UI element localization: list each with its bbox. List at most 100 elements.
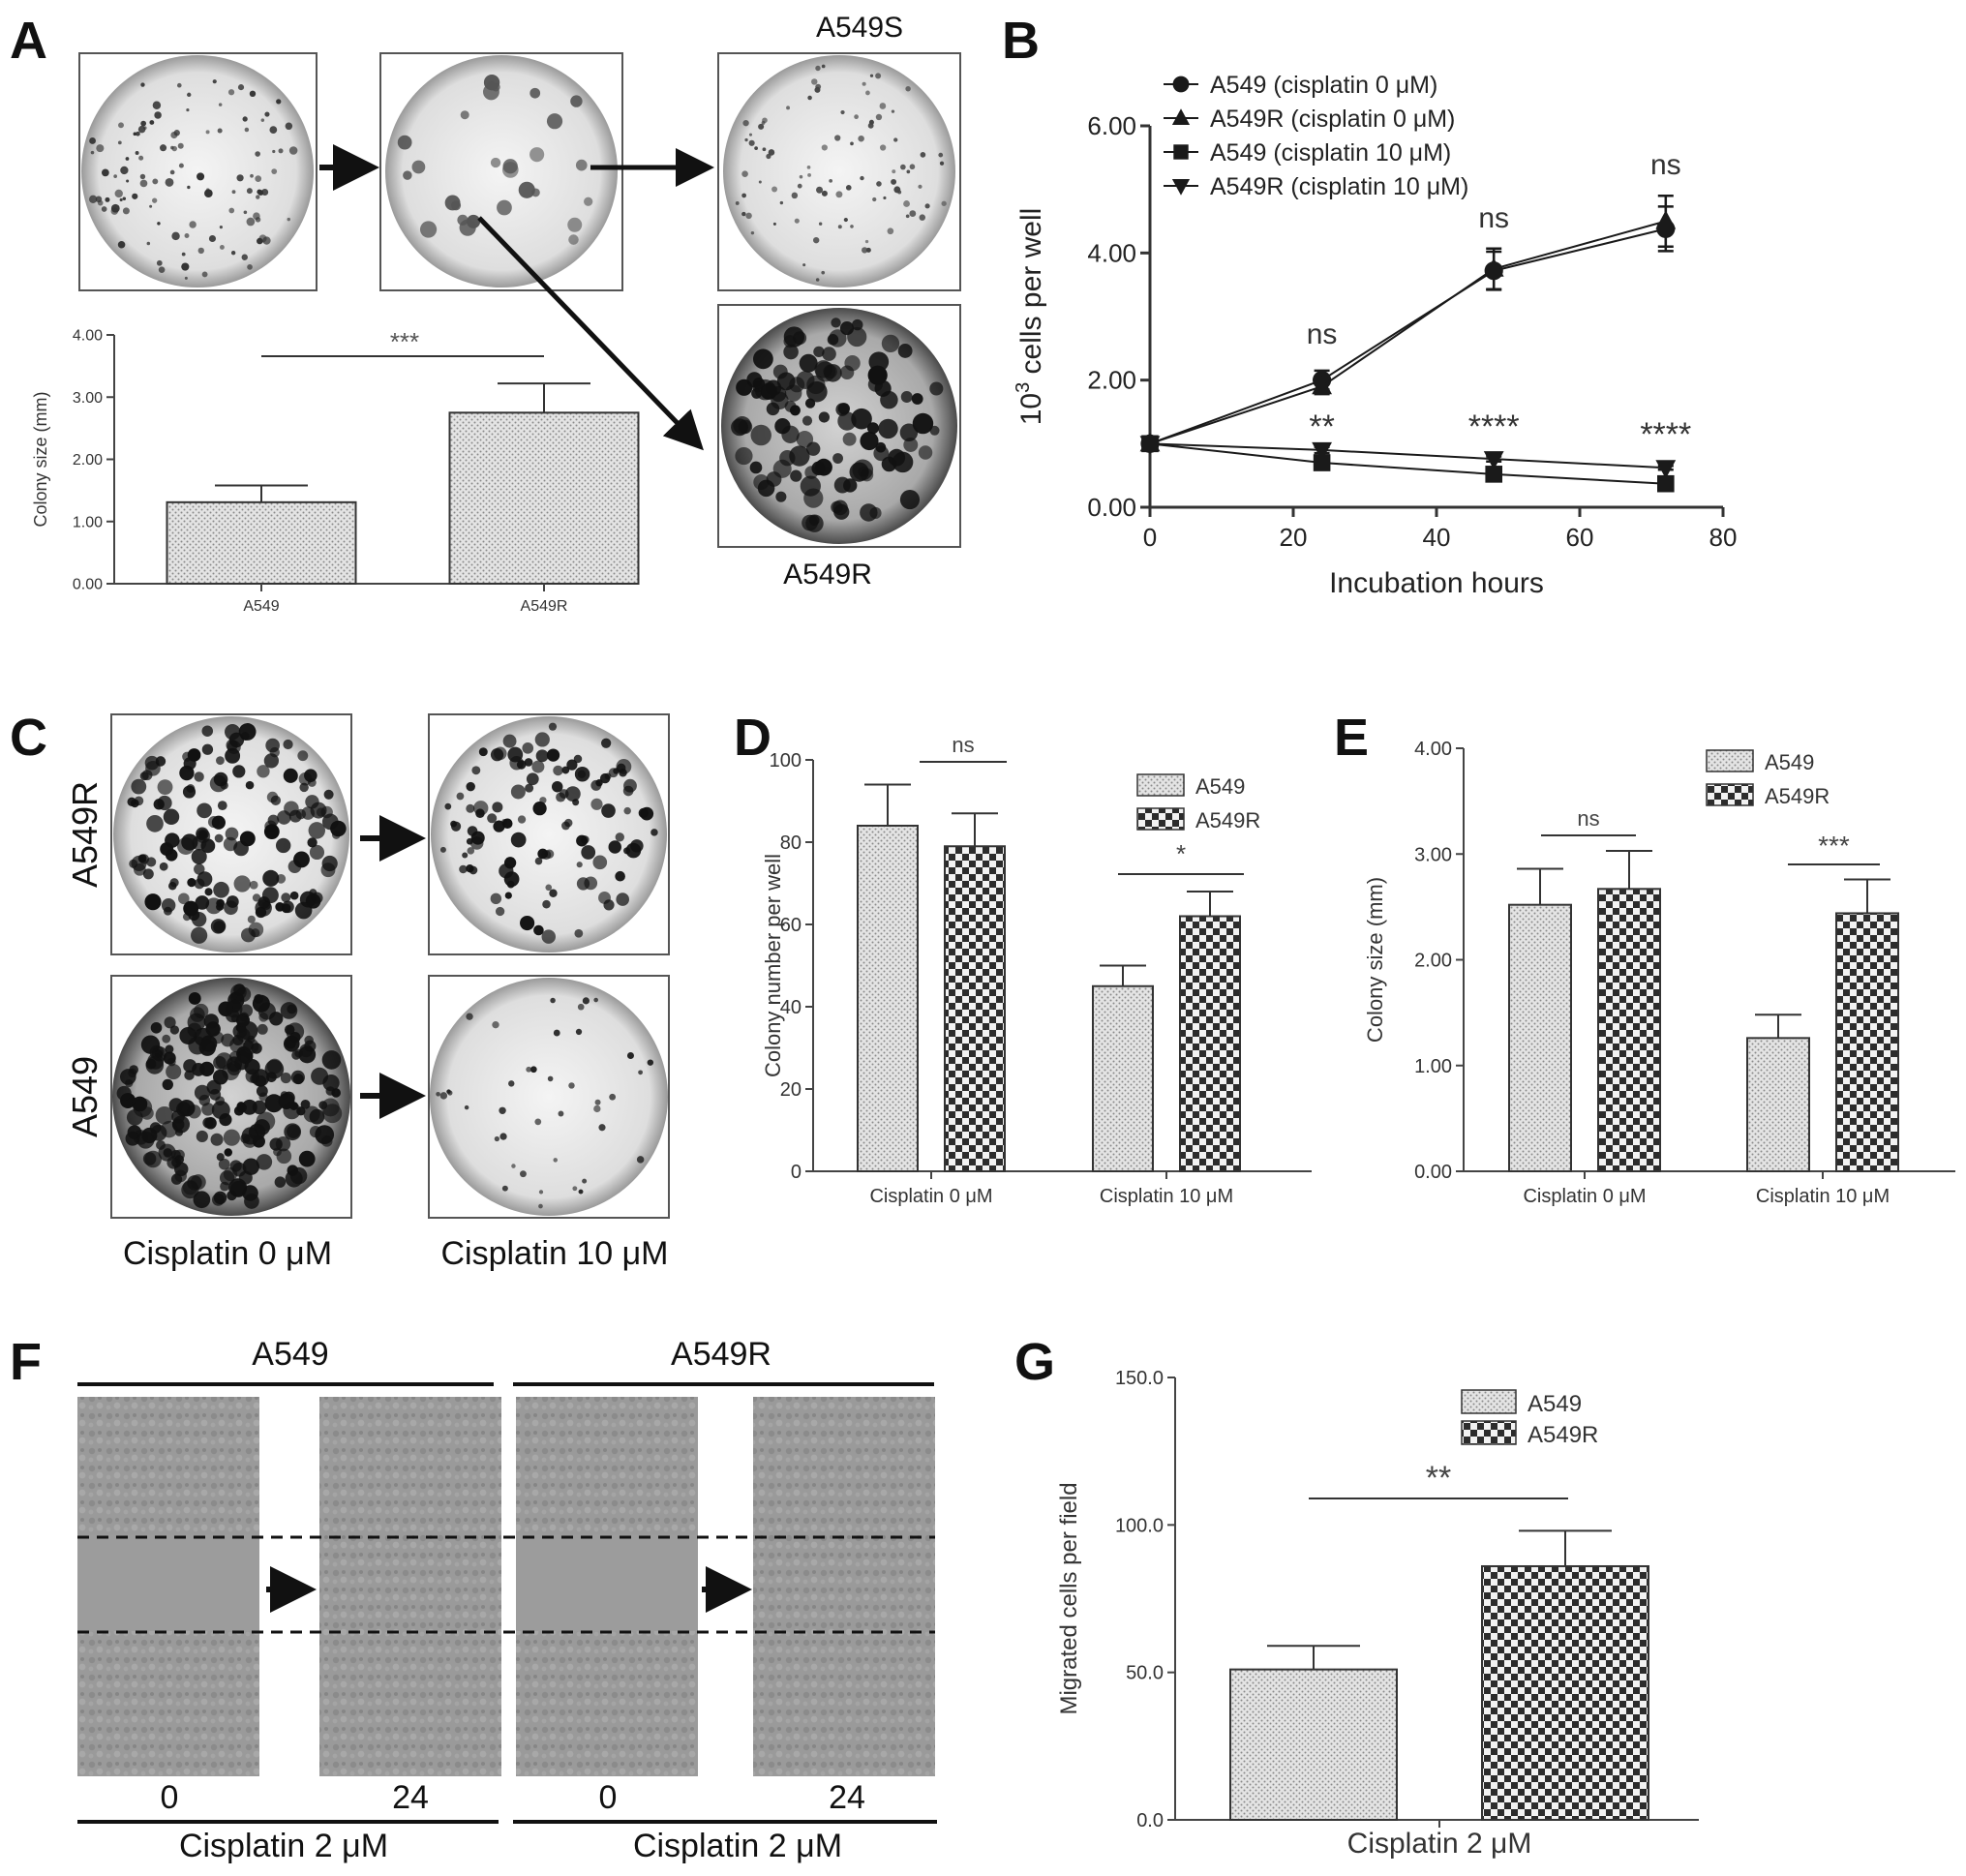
- colony: [638, 807, 649, 818]
- colony: [757, 479, 775, 498]
- colony: [125, 157, 130, 161]
- colony: [298, 1150, 316, 1167]
- bar-a549r: [1179, 915, 1241, 1172]
- colony: [504, 892, 512, 899]
- colony: [89, 195, 98, 203]
- colony: [750, 424, 771, 446]
- colony: [578, 1189, 584, 1195]
- colony: [139, 772, 149, 781]
- colony: [284, 1123, 302, 1141]
- colony: [806, 441, 821, 456]
- colony: [783, 335, 797, 348]
- colony: [140, 120, 147, 127]
- colony: [469, 836, 484, 850]
- colony: [226, 895, 239, 908]
- colony: [460, 110, 469, 120]
- y-tick-label: 0: [791, 1162, 802, 1183]
- time-label: 24: [392, 1779, 429, 1816]
- colony: [553, 1158, 558, 1163]
- colony: [309, 844, 325, 861]
- y-axis-title-rest: cells per well: [1015, 208, 1047, 382]
- colony: [880, 390, 898, 409]
- colony: [297, 750, 309, 762]
- colony: [609, 1093, 617, 1101]
- colony: [245, 780, 255, 790]
- y-tick-label: 6.00: [1087, 111, 1136, 140]
- colony: [160, 144, 167, 152]
- colony: [802, 415, 813, 426]
- colony: [287, 860, 302, 874]
- colony: [526, 1066, 532, 1073]
- y-tick-label: 1.00: [1414, 1056, 1452, 1077]
- colony: [821, 270, 826, 275]
- colony: [230, 1014, 239, 1023]
- colony: [257, 189, 262, 195]
- y-axis-title: Colony size (mm): [31, 391, 50, 527]
- colony: [146, 814, 164, 832]
- colony: [159, 862, 168, 871]
- y-axis-title: Colony number per well: [761, 854, 785, 1077]
- colony: [181, 1180, 199, 1199]
- legend-swatch: [1706, 749, 1754, 772]
- colony: [839, 365, 855, 379]
- colony-dish: [385, 55, 618, 287]
- colony: [138, 155, 144, 161]
- significance-marker: **: [1309, 408, 1334, 445]
- significance-marker: *: [1176, 839, 1186, 868]
- bar-a549r: [944, 845, 1006, 1172]
- colony: [650, 829, 658, 836]
- colony: [837, 225, 842, 229]
- colony: [575, 159, 588, 171]
- colony: [320, 805, 333, 819]
- colony: [807, 172, 812, 177]
- colony: [532, 802, 547, 816]
- chart-a-colony-size: 0.00 1.00 2.00 3.00 4.00 Colony size (mm) A549…: [31, 327, 640, 615]
- colony: [208, 234, 217, 243]
- colony: [783, 344, 799, 360]
- colony: [850, 141, 854, 146]
- colony: [256, 1111, 276, 1132]
- colony: [298, 1045, 317, 1064]
- colony: [529, 147, 545, 163]
- colony: [919, 214, 926, 221]
- panel-c-dish-images: A549R A549 Cisplatin 0 μM Cisplatin 10 μ…: [65, 713, 670, 1272]
- y-tick-label: 4.00: [1414, 739, 1452, 760]
- significance-marker: ***: [1818, 831, 1850, 861]
- y-tick-label: 3.00: [1414, 844, 1452, 865]
- colony: [572, 1186, 578, 1192]
- colony: [217, 801, 227, 810]
- colony: [789, 377, 805, 393]
- colony: [257, 1023, 268, 1035]
- colony: [450, 821, 462, 832]
- colony-dots: [439, 722, 658, 944]
- data-point-triangle-down: [1139, 436, 1161, 455]
- colony: [735, 201, 740, 205]
- colony: [181, 252, 186, 257]
- colony: [529, 1066, 537, 1074]
- colony: [546, 748, 560, 762]
- colony: [546, 113, 563, 130]
- colony: [237, 84, 245, 91]
- colony: [860, 503, 878, 522]
- colony: [152, 178, 159, 185]
- colony: [490, 748, 504, 762]
- colony: [272, 149, 276, 154]
- colony: [170, 1173, 183, 1185]
- colony: [601, 738, 612, 748]
- row-label-a549r: A549R: [65, 781, 105, 888]
- colony: [269, 1137, 283, 1151]
- colony: [742, 119, 749, 127]
- colony: [897, 344, 913, 358]
- colony: [909, 210, 917, 217]
- colony: [900, 164, 906, 170]
- col-label-cisplatin-0: Cisplatin 0 μM: [123, 1235, 332, 1272]
- colony: [593, 997, 598, 1003]
- data-point-triangle-up: [1171, 108, 1191, 125]
- colony: [771, 385, 787, 403]
- colony: [577, 1003, 585, 1011]
- colony: [564, 818, 573, 828]
- colony: [768, 149, 775, 156]
- colony: [457, 214, 469, 226]
- colony: [397, 135, 412, 150]
- colony: [264, 1094, 284, 1113]
